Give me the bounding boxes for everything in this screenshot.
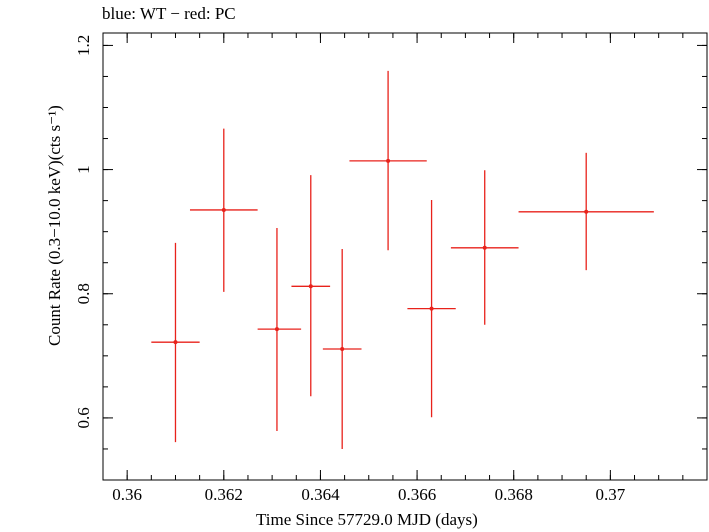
x-axis-label: Time Since 57729.0 MJD (days) xyxy=(256,510,478,529)
data-point xyxy=(482,245,487,250)
x-tick-label: 0.362 xyxy=(205,485,243,504)
y-tick-label: 1 xyxy=(74,165,93,174)
y-tick-label: 0.8 xyxy=(74,283,93,304)
data-point xyxy=(386,158,391,163)
x-tick-label: 0.364 xyxy=(301,485,340,504)
data-point xyxy=(429,306,434,311)
x-tick-label: 0.37 xyxy=(595,485,625,504)
data-point xyxy=(173,340,178,345)
plot-frame xyxy=(102,32,708,481)
data-point xyxy=(340,347,345,352)
x-tick-label: 0.366 xyxy=(398,485,436,504)
y-axis-label: Count Rate (0.3−10.0 keV)(cts s⁻¹) xyxy=(45,105,64,347)
data-point xyxy=(221,207,226,212)
y-tick-label: 1.2 xyxy=(74,35,93,56)
x-tick-label: 0.368 xyxy=(495,485,533,504)
data-point xyxy=(308,284,313,289)
chart-title: blue: WT − red: PC xyxy=(102,4,236,23)
y-tick-label: 0.6 xyxy=(74,407,93,428)
x-tick-label: 0.36 xyxy=(112,485,142,504)
data-point xyxy=(584,209,589,214)
data-point xyxy=(274,327,279,332)
